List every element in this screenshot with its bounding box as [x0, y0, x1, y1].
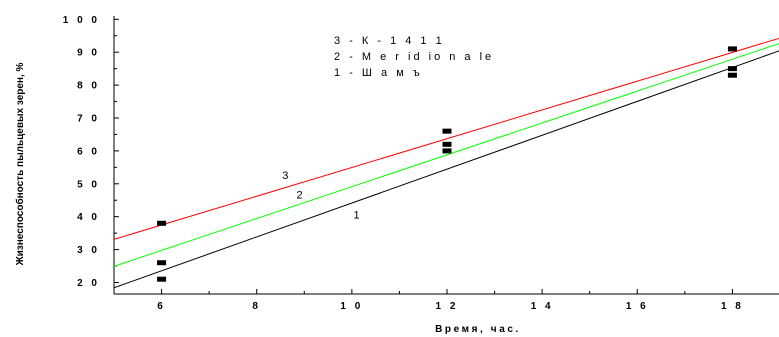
legend-entry-1: 1 - Ш а м ъ [334, 67, 423, 79]
y-tick-label: 8 0 [77, 81, 100, 92]
fit-line-1 [114, 50, 779, 289]
legend: 3 - К - 1 4 1 1 2 - M e r id io n a le 1… [334, 35, 494, 79]
y-axis: 2 0 3 0 4 0 5 0 6 0 7 0 8 0 9 0 1 0 0 [63, 15, 119, 294]
x-tick-label: 1 0 [340, 301, 363, 312]
y-tick-label: 9 0 [77, 48, 100, 59]
data-point-1 [727, 46, 737, 52]
data-point-1 [157, 276, 167, 282]
legend-entry-2: 2 - M e r id io n a le [334, 51, 494, 63]
fit-line-2 [114, 43, 779, 267]
data-point-3 [157, 220, 167, 226]
y-tick-label: 7 0 [77, 113, 100, 124]
line-labels: 32 1 [282, 170, 359, 221]
line-label-2: 2 [296, 190, 302, 202]
y-axis-title: Жизнеспособность пыльцевых зерен, % [14, 62, 26, 266]
y-tick-label: 6 0 [77, 146, 100, 157]
line-label-1: 1 [354, 209, 360, 221]
y-tick-label: 1 0 0 [63, 15, 100, 26]
x-tick-label: 1 6 [626, 301, 649, 312]
fit-lines [114, 37, 779, 289]
y-tick-label: 3 0 [77, 245, 100, 256]
data-point-1 [727, 66, 737, 72]
x-tick-label: 1 2 [436, 301, 459, 312]
x-axis: 6 8 1 0 1 2 1 4 1 6 1 8 [113, 289, 779, 312]
line-label-3: 3 [282, 170, 288, 182]
data-point-1 [442, 141, 452, 147]
x-tick-label: 1 8 [721, 301, 744, 312]
x-axis-title: Время, час. [435, 324, 521, 335]
data-point-1 [442, 128, 452, 134]
data-points [157, 46, 737, 282]
y-tick-label: 2 0 [77, 278, 100, 289]
fit-line-3 [114, 37, 779, 240]
data-point-1 [442, 148, 452, 154]
y-tick-label: 4 0 [77, 212, 100, 223]
x-tick-label: 1 4 [531, 301, 554, 312]
x-tick-label: 8 [252, 301, 261, 312]
data-point-1 [157, 260, 167, 266]
legend-entry-3: 3 - К - 1 4 1 1 [334, 35, 445, 47]
y-tick-label: 5 0 [77, 179, 100, 190]
x-tick-label: 6 [157, 301, 166, 312]
data-point-1 [727, 72, 737, 78]
